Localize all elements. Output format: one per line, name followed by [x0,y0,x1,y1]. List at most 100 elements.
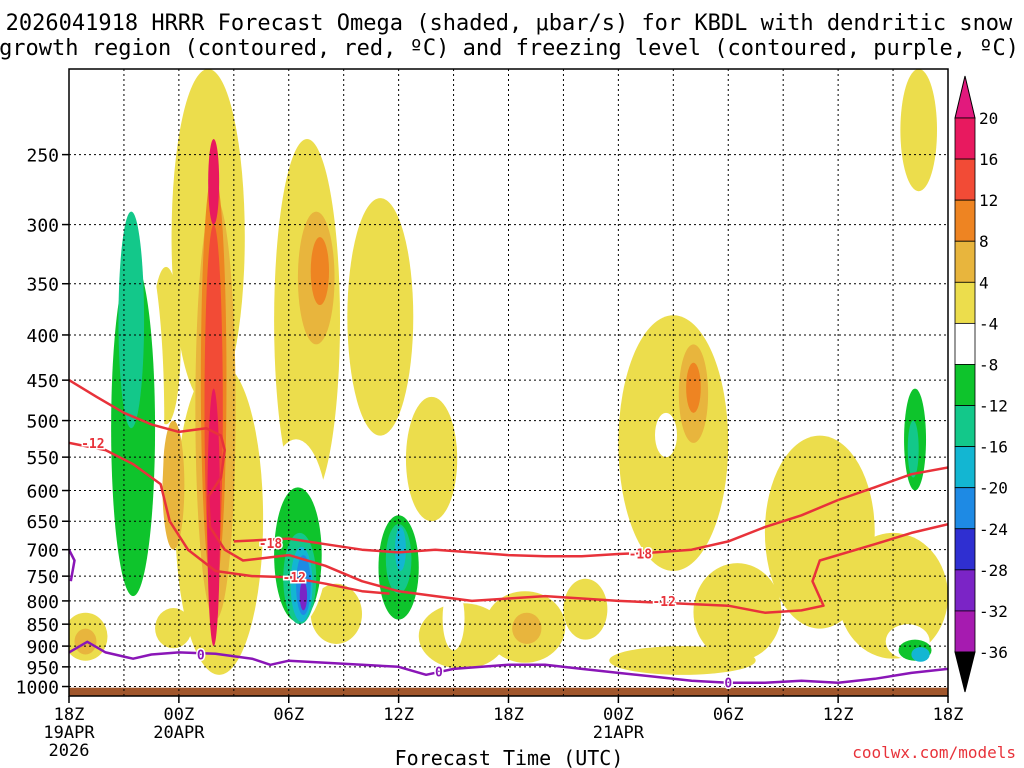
y-tick-label-350: 350 [26,275,59,296]
contour-label-2: -12 [283,571,306,586]
omega-cell-4-7 [347,198,414,436]
colorbar-swatch-1 [954,158,976,201]
y-tick-label-950: 950 [26,658,59,679]
contour-label-0: -12 [81,437,104,452]
contour-line-4 [69,549,76,582]
colorbar-label-6: -8 [979,355,998,374]
omega-cell-4-16 [418,603,507,669]
contour-labels: -12 -18 -12 -18 -12 0 0 0 [80,435,734,693]
x-tick-label-18-0: 12Z [383,705,414,725]
colorbar: 20 16 12 8 4 -4 -8 -12 -16 -20 -24 -28 -32 -36 [954,75,1008,693]
colorbar-swatch-11 [954,569,976,612]
colorbar-swatch-5 [954,322,976,365]
colorbar-bottom-arrow [954,651,976,693]
omega-cell-4-6 [310,583,362,644]
colorbar-label-10: -24 [979,520,1008,539]
omega-cell-4-8 [405,396,458,522]
omega-cell-8-5 [512,612,542,644]
x-tick-label-30-1: 21APR [593,723,645,743]
colorbar-swatch-6 [954,364,976,406]
x-tick-label-24-0: 18Z [493,705,524,725]
omega-cell-12-1 [310,237,330,306]
x-tick-label-42-0: 12Z [823,705,854,725]
x-tick-label-6-1: 20APR [153,723,205,743]
x-tick-label-0-1: 19APR [43,723,95,743]
x-tick-label-36-0: 06Z [713,705,744,725]
omega-cell-neg4-6 [524,224,555,316]
contour-label-6: 0 [435,666,443,681]
contour-line-2 [233,466,948,558]
colorbar-swatch-10 [954,528,976,571]
colorbar-label-11: -28 [979,561,1008,580]
omega-cell-neg12-3 [907,420,919,478]
x-tick-label-48-0: 18Z [933,705,964,725]
colorbar-swatch-2 [954,199,976,242]
x-tick-label-0-2: 2026 [49,741,90,761]
y-axis: 2503003504004505005506006507007508008509… [16,146,69,699]
contour-line-1 [69,441,390,595]
omega-cell-20-0 [208,138,220,225]
colorbar-label-8: -16 [979,438,1008,457]
omega-cell-neg4-3 [442,586,465,651]
omega-cell-4-12 [693,563,782,661]
contour-label-7: 0 [724,677,732,692]
omega-cell-4-10 [563,578,608,640]
gridlines [69,69,948,696]
y-tick-label-600: 600 [26,482,59,503]
omega-cell-20-1 [207,388,221,647]
colorbar-swatch-12 [954,610,976,653]
colorbar-label-3: 8 [979,232,989,251]
terrain-ground [69,687,948,696]
colorbar-label-4: 4 [979,273,989,292]
credit-text: coolwx.com/models [852,743,1016,762]
omega-cell-neg4-5 [437,169,460,212]
contour-label-1: -18 [259,537,283,552]
contour-label-5: 0 [197,649,205,664]
y-tick-label-550: 550 [26,448,59,469]
y-tick-label-650: 650 [26,512,59,533]
colorbar-label-1: 16 [979,150,998,169]
colorbar-label-2: 12 [979,191,998,210]
omega-cell-neg28-0 [299,581,308,611]
x-tick-label-30-0: 00Z [603,705,634,725]
y-tick-label-850: 850 [26,615,59,636]
omega-cell-8-0 [162,420,185,550]
y-tick-label-750: 750 [26,567,59,588]
y-tick-label-900: 900 [26,637,59,658]
omega-shading [69,69,948,675]
chart-title-line2: growth region (contoured, red, ºC) and f… [0,36,1019,61]
omega-cell-neg4-4 [457,484,480,510]
omega-cell-neg4-7 [655,412,677,458]
omega-cell-4-17 [609,646,756,675]
x-axis-title: Forecast Time (UTC) [395,746,624,768]
omega-cell-neg16-2 [911,647,930,662]
colorbar-swatch-4 [954,281,976,324]
colorbar-label-5: -4 [979,314,998,333]
colorbar-swatch-8 [954,446,976,489]
y-tick-label-300: 300 [26,216,59,237]
omega-cell-4-15 [900,69,938,192]
y-tick-label-700: 700 [26,541,59,562]
colorbar-swatch-0 [954,117,976,160]
y-tick-label-500: 500 [26,412,59,433]
y-tick-label-1000: 1000 [16,678,59,699]
colorbar-label-12: -32 [979,602,1008,621]
omega-cell-neg16-1 [394,527,406,571]
contour-line-0 [69,379,948,614]
chart-title-line1: 2026041918 HRRR Forecast Omega (shaded, … [6,11,1013,36]
terrain-layer [69,687,948,696]
y-tick-label-450: 450 [26,371,59,392]
omega-cell-neg4-8 [883,96,895,205]
contour-line-3 [69,640,948,684]
omega-cell-12-2 [686,362,701,413]
y-tick-label-400: 400 [26,326,59,347]
colorbar-swatch-3 [954,240,976,283]
x-tick-label-6-0: 00Z [164,705,195,725]
y-tick-label-250: 250 [26,146,59,167]
x-tick-label-0-0: 18Z [54,705,85,725]
colorbar-top-arrow [954,75,976,119]
contour-label-4: -12 [652,595,675,610]
colorbar-swatch-7 [954,405,976,448]
